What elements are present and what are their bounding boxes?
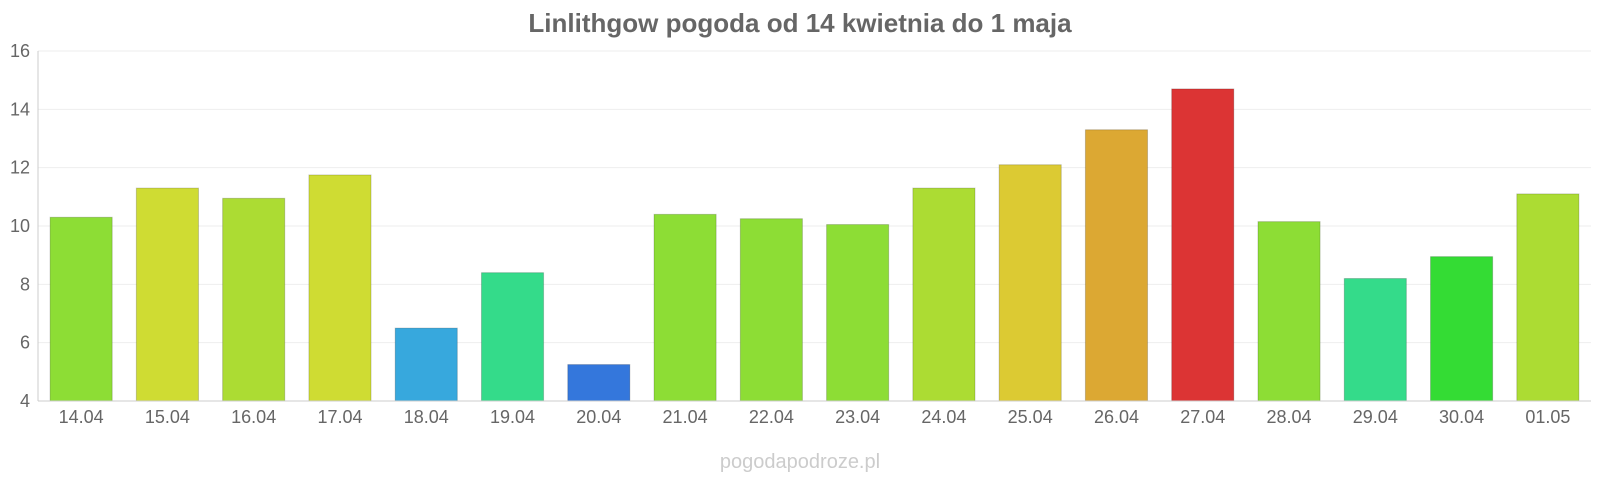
y-tick-label: 6 xyxy=(20,333,30,353)
credit-watermark: pogodapodroze.pl xyxy=(720,451,880,473)
x-tick-label: 26.04 xyxy=(1094,407,1139,427)
bar-24.04[interactable] xyxy=(912,187,976,402)
bar-25.04[interactable] xyxy=(998,164,1062,402)
y-tick-label: 16 xyxy=(10,41,30,61)
bar-23.04[interactable] xyxy=(826,224,890,402)
x-tick-label: 28.04 xyxy=(1267,407,1312,427)
bar-17.04[interactable] xyxy=(308,174,372,402)
chart-title: Linlithgow pogoda od 14 kwietnia do 1 ma… xyxy=(528,8,1072,38)
x-tick-label: 30.04 xyxy=(1439,407,1484,427)
y-tick-label: 10 xyxy=(10,216,30,236)
bar-16.04[interactable] xyxy=(222,197,286,402)
bar-30.04[interactable] xyxy=(1430,256,1494,402)
x-tick-label: 19.04 xyxy=(490,407,535,427)
bar-27.04[interactable] xyxy=(1171,88,1235,402)
bar-18.04[interactable] xyxy=(394,327,458,402)
x-tick-label: 18.04 xyxy=(404,407,449,427)
y-tick-label: 4 xyxy=(20,391,30,411)
x-tick-label: 17.04 xyxy=(317,407,362,427)
bar-19.04[interactable] xyxy=(480,272,545,402)
bar-29.04[interactable] xyxy=(1343,278,1407,402)
bar-15.04[interactable] xyxy=(135,187,199,402)
bar-28.04[interactable] xyxy=(1257,221,1321,402)
x-axis-labels: 14.04 15.04 16.04 17.04 18.04 19.04 20.04 21.04… xyxy=(59,407,1571,427)
x-tick-label: 20.04 xyxy=(576,407,621,427)
y-tick-label: 8 xyxy=(20,274,30,294)
gridlines xyxy=(38,50,1591,344)
x-tick-label: 29.04 xyxy=(1353,407,1398,427)
y-tick-label: 14 xyxy=(10,99,30,119)
bar-22.04[interactable] xyxy=(739,218,803,402)
x-tick-label: 16.04 xyxy=(231,407,276,427)
x-tick-label: 21.04 xyxy=(663,407,708,427)
x-tick-label: 24.04 xyxy=(921,407,966,427)
y-axis-ticks: 4 6 8 10 12 14 16 xyxy=(10,41,30,411)
y-tick-label: 12 xyxy=(10,158,30,178)
bar-21.04[interactable] xyxy=(653,213,717,402)
bar-20.04[interactable] xyxy=(567,364,631,402)
x-tick-label: 22.04 xyxy=(749,407,794,427)
x-tick-label: 23.04 xyxy=(835,407,880,427)
bar-14.04[interactable] xyxy=(49,216,113,402)
bar-26.04[interactable] xyxy=(1084,129,1149,402)
bar-01.05[interactable] xyxy=(1516,193,1580,402)
x-tick-label: 15.04 xyxy=(145,407,190,427)
bars xyxy=(49,88,1580,402)
x-tick-label: 01.05 xyxy=(1525,407,1570,427)
x-tick-label: 14.04 xyxy=(59,407,104,427)
x-tick-label: 25.04 xyxy=(1008,407,1053,427)
x-tick-label: 27.04 xyxy=(1180,407,1225,427)
